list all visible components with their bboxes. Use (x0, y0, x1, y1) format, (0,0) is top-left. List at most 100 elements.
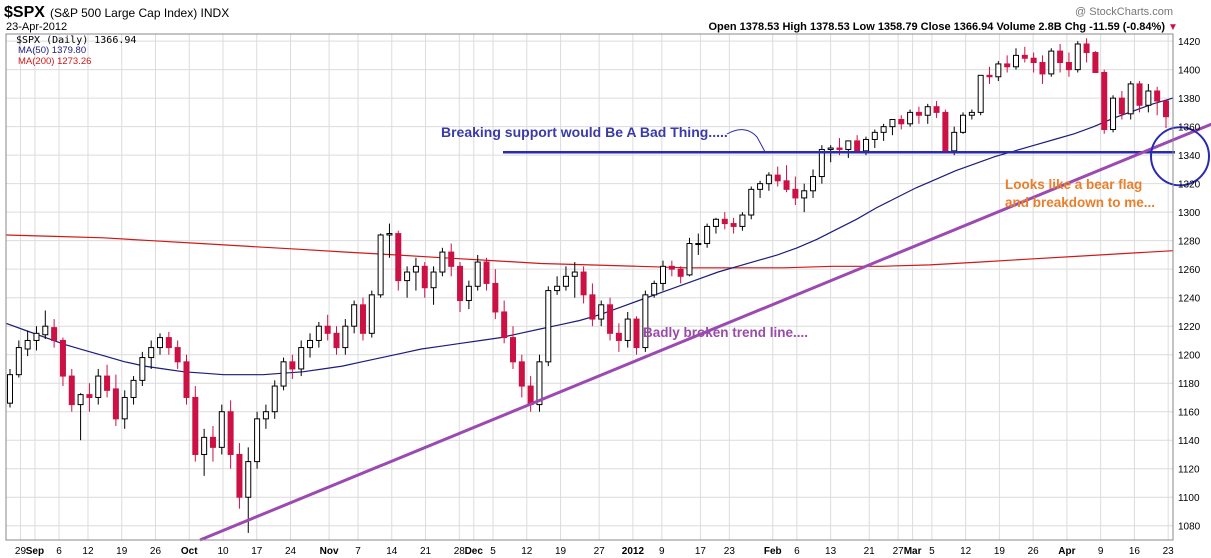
candle (960, 112, 967, 134)
candle-body (457, 265, 464, 302)
candle-body (351, 304, 358, 327)
candle-body (1048, 50, 1055, 75)
candle-body (748, 188, 755, 216)
candle (1092, 51, 1099, 73)
candle (1065, 52, 1072, 77)
y-tick-label: 1260 (1178, 265, 1201, 276)
candle (236, 443, 243, 509)
candle-body (889, 119, 896, 128)
candle-body (686, 243, 693, 276)
candle (386, 223, 393, 258)
candle-body (1154, 90, 1161, 102)
x-tick-label: 17 (251, 546, 263, 557)
candle (183, 354, 190, 405)
candle-body (439, 251, 446, 273)
candle (977, 74, 984, 116)
candle (898, 115, 905, 130)
candle (818, 145, 825, 184)
chart-symbol: $SPX (4, 4, 45, 21)
x-tick-label: 7 (355, 546, 361, 557)
stockcharts-watermark: @ StockCharts.com (1075, 6, 1173, 18)
x-tick-label: 14 (386, 546, 398, 557)
candle-body (854, 140, 861, 152)
candle (545, 286, 552, 367)
x-tick-label: 29 (15, 546, 27, 557)
candle (1110, 95, 1117, 133)
candle (668, 260, 675, 277)
candle-body (1039, 62, 1046, 75)
candle (1163, 100, 1169, 129)
x-tick-label: 26 (150, 546, 162, 557)
candle-body (915, 111, 922, 116)
x-tick-label: 27 (893, 546, 905, 557)
candle (536, 354, 543, 412)
candle (121, 390, 128, 429)
candle (289, 354, 296, 379)
candle-body (862, 138, 869, 152)
candle-body (880, 126, 887, 133)
candle (218, 404, 225, 455)
candle-body (192, 396, 199, 455)
candle-body (104, 375, 111, 391)
candle (739, 212, 746, 231)
candle (1030, 52, 1037, 73)
y-tick-label: 1180 (1178, 379, 1200, 390)
candle (68, 368, 75, 412)
candle (95, 368, 102, 405)
candle-body (951, 131, 958, 152)
x-tick-label: 19 (116, 546, 128, 557)
y-tick-label: 1140 (1178, 436, 1200, 447)
candle (359, 297, 366, 341)
candle (571, 262, 578, 298)
candle (1145, 83, 1152, 113)
candle (792, 176, 799, 206)
y-tick-label: 1280 (1178, 237, 1201, 248)
x-tick-label: Sep (26, 546, 44, 557)
candle-body (377, 234, 384, 296)
legend-ma200: MA(200) 1273.26 (18, 56, 91, 67)
candle-body (960, 114, 967, 133)
candle-body (1101, 71, 1108, 130)
candle-body (598, 304, 605, 320)
y-tick-label: 1220 (1178, 322, 1201, 333)
candle-body (607, 304, 614, 334)
candle (748, 186, 755, 220)
candle-body (624, 318, 631, 341)
candle-body (474, 261, 481, 287)
candle-body (333, 332, 340, 349)
candle (412, 257, 419, 291)
candle (342, 319, 349, 355)
candle-body (907, 111, 914, 125)
trend-line (199, 122, 1211, 542)
y-tick-label: 1320 (1178, 180, 1201, 191)
candle-body (501, 311, 508, 339)
y-tick-label: 1420 (1178, 37, 1201, 48)
candle (201, 428, 208, 476)
candle-body (589, 294, 596, 320)
candle-body (995, 63, 1002, 78)
candle-body (1092, 52, 1099, 73)
candle-body (968, 111, 975, 116)
candle (624, 311, 631, 348)
candle-body (209, 436, 216, 448)
candle-body (342, 325, 349, 349)
candle (7, 368, 13, 408)
candle-body (783, 180, 790, 190)
candle-body (721, 218, 728, 225)
candle-body (810, 176, 817, 192)
candle (757, 180, 764, 198)
ohlc-summary: Open 1378.53 High 1378.53 Low 1358.79 Cl… (708, 21, 1165, 33)
x-tick-label: 10 (217, 546, 229, 557)
candle (404, 266, 411, 298)
candle (951, 126, 958, 156)
candle-body (412, 265, 419, 273)
candle-body (642, 294, 649, 349)
candle-body (739, 214, 746, 227)
candle-body (1163, 100, 1169, 118)
candle (139, 351, 146, 387)
candle-body (536, 361, 543, 406)
candle (465, 280, 472, 310)
candle-body (157, 337, 164, 349)
candle-body (1065, 62, 1072, 71)
